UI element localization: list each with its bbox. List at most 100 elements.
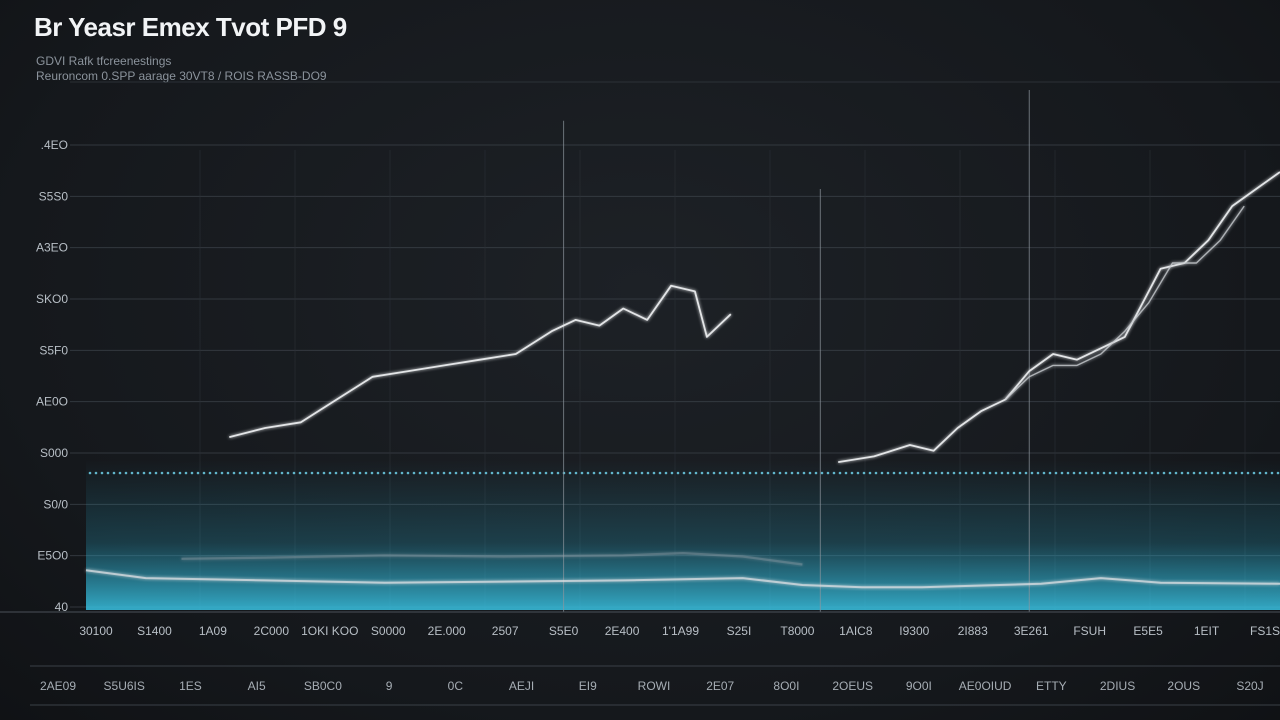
band-dot — [904, 471, 908, 475]
band-dot — [130, 471, 134, 475]
band-dot — [976, 471, 980, 475]
band-dot — [1162, 471, 1166, 475]
band-dot — [388, 471, 392, 475]
band-dot — [250, 471, 254, 475]
x-tick-label-row2: AE0OIUD — [959, 679, 1012, 693]
band-dot — [748, 471, 752, 475]
x-tick-label-row2: ROWI — [638, 679, 671, 693]
band-dot — [490, 471, 494, 475]
band-dot — [820, 471, 824, 475]
band-dot — [436, 471, 440, 475]
band-dot — [520, 471, 524, 475]
band-dot — [724, 471, 728, 475]
band-dot — [1186, 471, 1190, 475]
band-dot — [802, 471, 806, 475]
band-dot — [1222, 471, 1226, 475]
band-dot — [286, 471, 290, 475]
band-dot — [184, 471, 188, 475]
band-dot — [922, 471, 926, 475]
band-dot — [754, 471, 758, 475]
x-tick-label: FS1S — [1250, 624, 1280, 638]
band-dot — [550, 471, 554, 475]
band-dot — [124, 471, 128, 475]
band-dot — [406, 471, 410, 475]
y-tick-label: 40 — [55, 600, 69, 614]
x-tick-label-row2: SB0C0 — [304, 679, 342, 693]
band-dot — [790, 471, 794, 475]
band-dot — [934, 471, 938, 475]
band-dot — [628, 471, 632, 475]
band-dot — [1132, 471, 1136, 475]
band-dot — [1216, 471, 1220, 475]
band-dot — [1126, 471, 1130, 475]
x-tick-label: 30100 — [79, 624, 113, 638]
band-dot — [838, 471, 842, 475]
series-line-main-line — [229, 284, 732, 438]
band-dot — [778, 471, 782, 475]
x-tick-label: T8000 — [780, 624, 814, 638]
band-dot — [940, 471, 944, 475]
x-tick-label-row2: 8O0I — [773, 679, 799, 693]
band-dot — [454, 471, 458, 475]
y-tick-label: AE0O — [36, 395, 68, 409]
band-dot — [1072, 471, 1076, 475]
band-dot — [532, 471, 536, 475]
x-tick-label-row2: 2OEUS — [832, 679, 873, 693]
band-dot — [988, 471, 992, 475]
band-dot — [958, 471, 962, 475]
band-dot — [796, 471, 800, 475]
band-dot — [262, 471, 266, 475]
x-tick-label-row2: 9O0I — [906, 679, 932, 693]
band-dot — [916, 471, 920, 475]
band-dot — [526, 471, 530, 475]
x-tick-label-row2: EI9 — [579, 679, 597, 693]
band-dot — [352, 471, 356, 475]
band-dot — [1198, 471, 1202, 475]
band-dot — [1228, 471, 1232, 475]
band-dot — [964, 471, 968, 475]
band-dot — [1096, 471, 1100, 475]
band-dot — [208, 471, 212, 475]
band-dot — [118, 471, 122, 475]
y-tick-label: SKO0 — [36, 292, 68, 306]
band-dot — [1210, 471, 1214, 475]
band-dot — [694, 471, 698, 475]
band-dot — [1204, 471, 1208, 475]
x-tick-label-row2: 0C — [448, 679, 464, 693]
area-fill — [86, 460, 1280, 610]
series-line-main-line — [838, 171, 1280, 463]
band-dot — [298, 471, 302, 475]
band-dot — [1066, 471, 1070, 475]
x-tick-label-row2: ETTY — [1036, 679, 1067, 693]
band-dot — [898, 471, 902, 475]
band-dot — [310, 471, 314, 475]
band-dot — [106, 471, 110, 475]
band-dot — [592, 471, 596, 475]
band-dot — [1240, 471, 1244, 475]
x-tick-label-row2: 2E07 — [706, 679, 734, 693]
band-dot — [730, 471, 734, 475]
band-dot — [970, 471, 974, 475]
band-dot — [370, 471, 374, 475]
band-dot — [634, 471, 638, 475]
band-dot — [1270, 471, 1274, 475]
band-dot — [136, 471, 140, 475]
band-dot — [328, 471, 332, 475]
band-dot — [448, 471, 452, 475]
vertical-markers — [563, 90, 1030, 612]
band-dot — [826, 471, 830, 475]
x-tick-label: I9300 — [899, 624, 929, 638]
x-tick-label-row2: S5U6IS — [104, 679, 145, 693]
band-dot — [244, 471, 248, 475]
band-dot — [460, 471, 464, 475]
band-dot — [1276, 471, 1280, 475]
x-tick-label: S5E0 — [549, 624, 579, 638]
band-dot — [1006, 471, 1010, 475]
band-dot — [196, 471, 200, 475]
band-dot — [664, 471, 668, 475]
x-tick-label: 1AIC8 — [839, 624, 873, 638]
band-dot — [784, 471, 788, 475]
band-dot — [1108, 471, 1112, 475]
band-dot — [1192, 471, 1196, 475]
